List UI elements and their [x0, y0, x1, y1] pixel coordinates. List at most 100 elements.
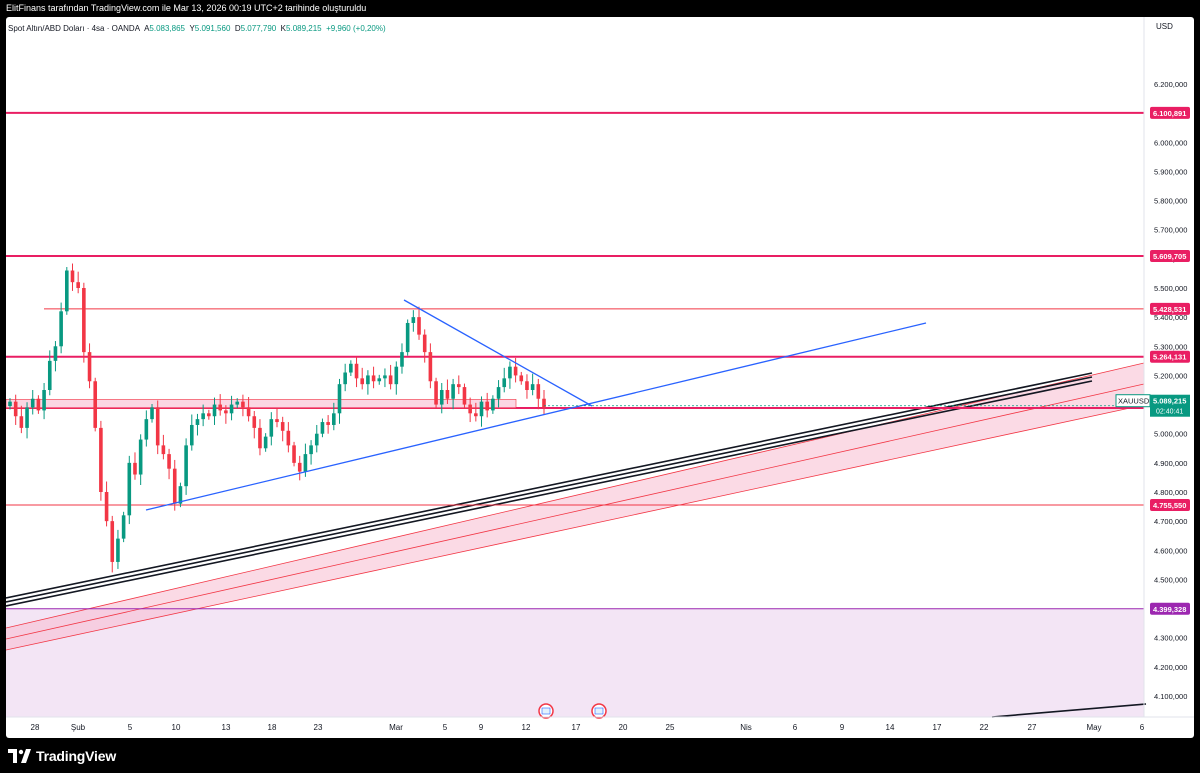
candle-body [59, 311, 63, 347]
candle-body [474, 413, 478, 417]
x-tick-label: 17 [933, 723, 942, 732]
candle-body [133, 462, 137, 475]
candle-body [445, 390, 450, 399]
x-tick-label: 20 [619, 723, 628, 732]
symbol-tag-text: XAUUSD [1118, 397, 1150, 406]
candle-body [479, 401, 484, 417]
channel-mid-line [6, 383, 1145, 640]
candle-body [30, 398, 35, 408]
price-level-tag [1150, 302, 1190, 315]
candle-body [258, 427, 262, 449]
candle-body [371, 375, 376, 382]
candle-body [337, 384, 342, 414]
legend-low: 5.077,790 [240, 24, 277, 33]
legend-high: 5.091,560 [194, 24, 231, 33]
legend-high-label: Y [189, 24, 195, 33]
price-level-tag-text: 6.100,891 [1153, 109, 1186, 118]
candle-body [286, 430, 291, 446]
candle-body [70, 270, 75, 283]
candle-body [178, 486, 183, 504]
legend-open-label: A [144, 24, 150, 33]
x-tick-label: Mar [389, 723, 403, 732]
candle-body [422, 334, 427, 353]
candle-body [303, 454, 308, 472]
channel-band [6, 363, 1144, 650]
candle-body [189, 424, 194, 446]
candle-body [138, 439, 143, 475]
candle-body [82, 288, 86, 353]
x-tick-label: 9 [840, 723, 845, 732]
candle-body [417, 317, 421, 335]
y-tick-label: 6.000,000 [1154, 138, 1187, 147]
candle-body [451, 384, 455, 399]
candle-body [42, 390, 46, 411]
candle-body [292, 445, 296, 463]
price-level-tag [1150, 250, 1190, 263]
candle-body [542, 398, 546, 408]
candle-body [491, 398, 495, 411]
candle-body [388, 375, 393, 385]
candle-body [155, 407, 160, 446]
price-level-tag-text: 5.609,705 [1153, 252, 1186, 261]
candle-body [201, 413, 205, 420]
candle-body [229, 404, 234, 414]
candle-body [121, 515, 126, 539]
tradingview-logo[interactable]: TradingView [8, 748, 116, 764]
y-tick-label: 5.900,000 [1154, 167, 1187, 176]
candle-body [536, 384, 541, 399]
x-tick-label: 17 [572, 723, 581, 732]
candle-body [172, 468, 177, 504]
candle-body [462, 387, 467, 405]
candle-body [314, 433, 319, 446]
candle-body [25, 407, 29, 428]
candle-body [241, 401, 245, 408]
candle-body [53, 346, 58, 361]
candle-body [93, 381, 98, 428]
candle-body [263, 436, 268, 449]
candle-body [99, 427, 103, 492]
y-tick-label: 4.700,000 [1154, 517, 1187, 526]
y-tick-label: 5.000,000 [1154, 430, 1187, 439]
x-tick-label: 27 [1028, 723, 1037, 732]
candle-body [224, 410, 228, 414]
y-tick-label: 4.300,000 [1154, 634, 1187, 643]
legend-symbol: Spot Altın/ABD Doları · 4sa · OANDA [8, 24, 140, 33]
legend-close-label: K [280, 24, 287, 33]
x-tick-label: 13 [222, 723, 231, 732]
candle-body [184, 445, 188, 487]
x-tick-label: 23 [314, 723, 323, 732]
candle-body [354, 363, 359, 379]
candle-body [434, 381, 438, 405]
price-level-tag [1150, 602, 1190, 615]
candle-body [456, 384, 461, 388]
candle-body [508, 366, 512, 379]
candle-body [519, 375, 524, 382]
blue-rising-trendline [145, 322, 927, 511]
x-tick-label: 9 [479, 723, 484, 732]
x-tick-label: 22 [980, 723, 989, 732]
candle-body [116, 538, 120, 562]
currency-label: USD [1156, 22, 1173, 31]
x-tick-label: 14 [886, 723, 895, 732]
candle-body [349, 363, 353, 373]
candle-body [309, 445, 313, 455]
candle-body [280, 422, 285, 431]
candle-body [428, 352, 433, 382]
candle-body [530, 384, 535, 390]
price-chart[interactable]: USD6.200,0006.100,0006.000,0005.900,0005… [6, 17, 1194, 738]
x-tick-label: 28 [31, 723, 40, 732]
price-level-tag [1150, 498, 1190, 511]
black-trendline-3 [6, 380, 1093, 607]
legend-open: 5.083,865 [149, 24, 185, 33]
tradingview-brand: TradingView [36, 748, 117, 764]
x-tick-label: 18 [268, 723, 277, 732]
symbol-legend: Spot Altın/ABD Doları · 4sa · OANDA A5.0… [8, 24, 386, 33]
candle-body [377, 378, 382, 382]
y-tick-label: 5.400,000 [1154, 313, 1187, 322]
candle-body [383, 375, 387, 379]
candle-body [76, 282, 80, 288]
chart-area[interactable]: USD6.200,0006.100,0006.000,0005.900,0005… [6, 17, 1194, 738]
y-tick-label: 4.900,000 [1154, 459, 1187, 468]
price-level-tag-text: 5.428,531 [1153, 305, 1186, 314]
x-tick-label: May [1086, 723, 1101, 732]
